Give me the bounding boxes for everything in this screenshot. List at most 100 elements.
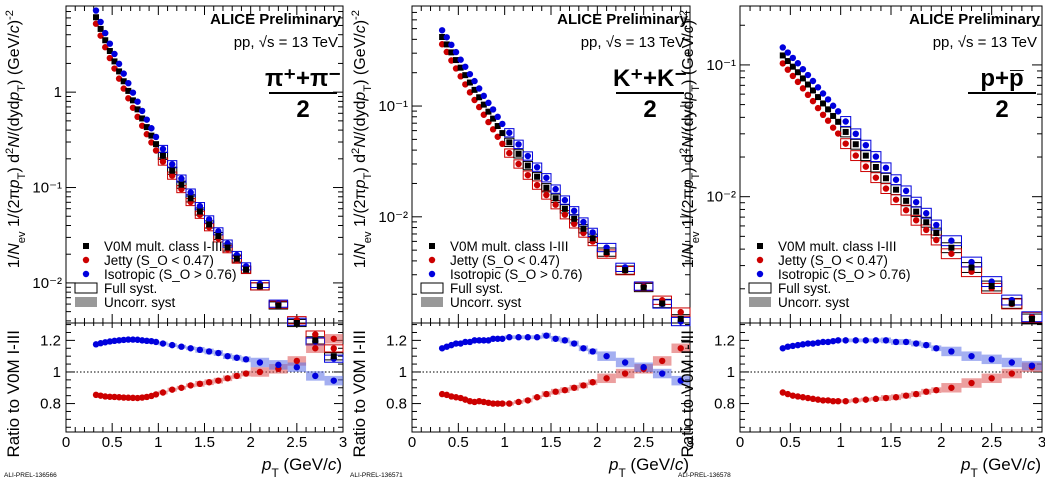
jetty-ratio-point (621, 370, 629, 377)
x-tick-label: 3 (339, 434, 347, 451)
x-tick-label: 2 (246, 434, 254, 451)
v0m-point (439, 33, 446, 40)
isotropic-ratio-point (275, 361, 282, 369)
legend-label: Uncorr. syst (450, 295, 522, 310)
isotropic-point (138, 107, 146, 115)
syst-box (531, 162, 543, 172)
legend-open-box (420, 282, 444, 294)
isotropic-point (968, 258, 975, 266)
v0m-point (515, 150, 522, 157)
isotropic-ratio-point (872, 337, 880, 344)
legend-label: Jetty (S_O < 0.47) (778, 253, 888, 268)
legend-label: V0M mult. class I-III (104, 239, 223, 254)
isotropic-point (902, 187, 910, 195)
syst-box (870, 151, 882, 162)
v0m-point (129, 97, 136, 104)
legend-filled-box (421, 297, 443, 307)
isotropic-point (443, 34, 450, 41)
isotropic-ratio-point (677, 377, 684, 384)
isotropic-ratio-point (515, 334, 522, 341)
isotropic-point (187, 189, 194, 196)
v0m-point (102, 37, 109, 44)
v0m-point (224, 244, 231, 251)
jetty-point (809, 97, 817, 105)
isotropic-point (552, 185, 559, 193)
v0m-point (933, 230, 940, 237)
jetty-ratio-point (862, 396, 870, 403)
jetty-ratio-point (852, 397, 859, 404)
legend-label: Full syst. (778, 281, 831, 296)
jetty-ratio-point (152, 391, 160, 398)
isotropic-point (819, 90, 827, 97)
syst-box (920, 207, 932, 219)
v0m-point (233, 255, 240, 262)
ratio-tick-label: 1 (399, 364, 407, 381)
isotropic-point (809, 77, 817, 85)
jetty-ratio-point (515, 398, 522, 406)
legend-circle-marker (428, 270, 436, 278)
isotropic-point (794, 60, 802, 67)
isotropic-ratio-point (892, 338, 900, 346)
x-tick-label: 2.5 (286, 434, 307, 451)
ratio-tick-label: 1.2 (386, 332, 407, 349)
jetty-ratio-point (789, 392, 797, 399)
isotropic-point (533, 163, 541, 171)
jetty-ratio-point (120, 394, 127, 401)
isotropic-point (872, 153, 880, 160)
isotropic-point (882, 164, 890, 172)
jetty-ratio-point (106, 393, 114, 400)
legend-square-marker (757, 243, 763, 249)
isotropic-ratio-point (948, 348, 955, 355)
isotropic-ratio-point (125, 336, 132, 343)
legend-label: V0M mult. class I-III (450, 239, 569, 254)
jetty-ratio-point (168, 386, 176, 393)
jetty-ratio-point (968, 379, 975, 387)
jetty-ratio-point (125, 394, 132, 401)
isotropic-ratio-point (196, 346, 204, 354)
isotropic-point (779, 44, 786, 51)
isotropic-point (462, 63, 469, 70)
isotropic-ratio-point (912, 340, 920, 347)
v0m-point (825, 106, 832, 113)
jetty-ratio-point (533, 394, 541, 401)
y-axis-title: 1/Nev 1/(2πpT) d2N/(dydpT) (GeV/c)-2 (4, 10, 28, 268)
v0m-point (106, 47, 113, 54)
isotropic-point (804, 71, 812, 79)
ratio-axis-title: Ratio to V0M I-III (350, 330, 369, 458)
v0m-point (1008, 300, 1015, 307)
v0m-point (552, 195, 559, 202)
isotropic-point (152, 133, 160, 141)
particle-label-denominator: 2 (995, 96, 1008, 123)
v0m-point (485, 108, 492, 115)
jetty-ratio-point (256, 368, 264, 376)
isotropic-point (515, 141, 522, 148)
jetty-ratio-point (842, 397, 849, 405)
jetty-point (475, 103, 483, 111)
isotropic-point (829, 102, 837, 109)
jetty-point (106, 54, 114, 62)
jetty-ratio-point (561, 386, 569, 394)
particle-label-numerator: π⁺+π⁻ (265, 65, 341, 92)
x-tick-label: 1.5 (881, 434, 902, 451)
legend-label: Uncorr. syst (778, 295, 850, 310)
isotropic-ratio-point (178, 343, 185, 350)
jetty-ratio-point (892, 394, 900, 401)
jetty-ratio-point (814, 396, 822, 403)
ratio-tick-label: 1 (727, 364, 735, 381)
isotropic-point (466, 70, 474, 78)
isotropic-ratio-point (603, 352, 610, 360)
x-tick-label: 0 (408, 434, 416, 451)
legend-label: Isotropic (S_O > 0.76) (778, 267, 910, 282)
jetty-ratio-point (829, 397, 837, 405)
v0m-point (842, 128, 849, 135)
isotropic-ratio-point (589, 348, 596, 355)
jetty-ratio-point (912, 390, 920, 398)
jetty-point (148, 139, 155, 146)
jetty-ratio-point (882, 394, 890, 402)
v0m-point (243, 266, 250, 273)
isotropic-ratio-point (293, 364, 301, 371)
isotropic-point (494, 113, 501, 121)
syst-box (890, 174, 902, 186)
jetty-point (912, 217, 920, 224)
jetty-point (506, 149, 513, 157)
